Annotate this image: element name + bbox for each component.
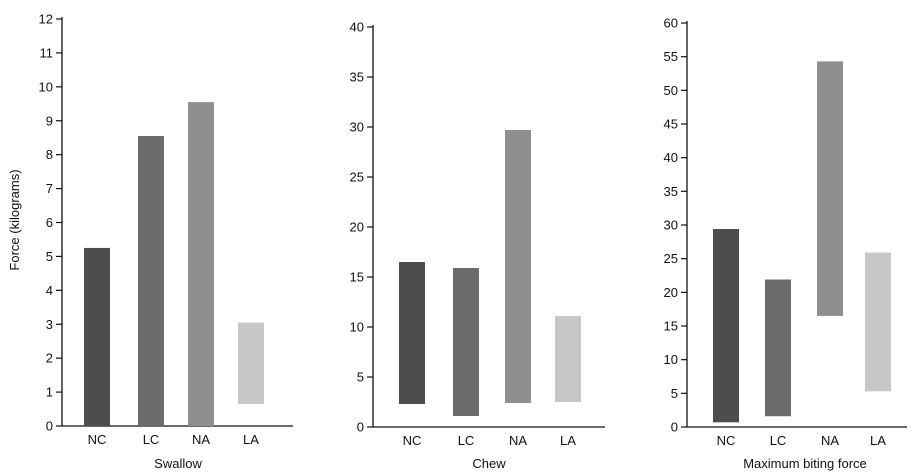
y-tick-label: 40 [350,20,364,35]
y-tick-label: 25 [350,170,364,185]
y-tick-label: 0 [46,419,53,434]
y-tick-label: 35 [350,70,364,85]
y-tick-label: 10 [350,320,364,335]
y-tick-label: 12 [39,12,53,27]
x-tick-label: LC [770,433,787,448]
y-tick-label: 0 [671,420,678,435]
y-axis-label: Force (kilograms) [7,169,22,270]
x-tick-label: NC [717,433,736,448]
y-tick-label: 6 [46,215,53,230]
y-tick-label: 40 [664,150,678,165]
y-tick-label: 9 [46,113,53,128]
chart-title: Swallow [154,456,202,471]
x-tick-label: NA [509,433,527,448]
x-tick-label: LA [560,433,576,448]
y-tick-label: 15 [664,319,678,334]
y-tick-label: 5 [357,370,364,385]
bar-na [817,61,843,316]
chart-title: Maximum biting force [743,456,867,471]
y-tick-label: 10 [664,352,678,367]
y-tick-label: 30 [350,120,364,135]
x-tick-label: LC [458,433,475,448]
y-tick-label: 50 [664,83,678,98]
x-tick-label: LA [243,432,259,447]
bar-la [865,252,891,392]
bar-nc [84,247,110,426]
bar-na [188,102,214,427]
bar-lc [765,279,791,417]
chart-title: Chew [472,456,506,471]
bar-la [238,322,264,404]
y-tick-label: 5 [46,249,53,264]
y-tick-label: 30 [664,218,678,233]
x-tick-label: NC [88,432,107,447]
y-tick-label: 15 [350,270,364,285]
y-tick-label: 7 [46,181,53,196]
y-tick-label: 11 [40,45,54,60]
bar-lc [453,268,479,416]
x-tick-label: NC [403,433,422,448]
x-tick-label: LC [143,432,160,447]
y-tick-label: 55 [664,49,678,64]
y-tick-label: 60 [664,16,678,31]
x-tick-label: LA [870,433,886,448]
y-tick-label: 1 [46,385,53,400]
y-tick-label: 2 [46,351,53,366]
y-tick-label: 20 [664,285,678,300]
y-tick-label: 20 [350,220,364,235]
bar-nc [713,229,739,423]
bar-nc [399,262,425,404]
y-tick-label: 25 [664,251,678,266]
y-tick-label: 45 [664,117,678,132]
y-tick-label: 35 [664,184,678,199]
y-tick-label: 0 [357,420,364,435]
y-tick-label: 5 [671,386,678,401]
bar-la [555,316,581,402]
y-tick-label: 3 [46,317,53,332]
x-tick-label: NA [192,432,210,447]
x-tick-label: NA [821,433,839,448]
y-tick-label: 8 [46,147,53,162]
bar-lc [138,136,164,426]
bar-na [505,130,531,403]
y-tick-label: 4 [46,283,53,298]
y-tick-label: 10 [39,79,53,94]
